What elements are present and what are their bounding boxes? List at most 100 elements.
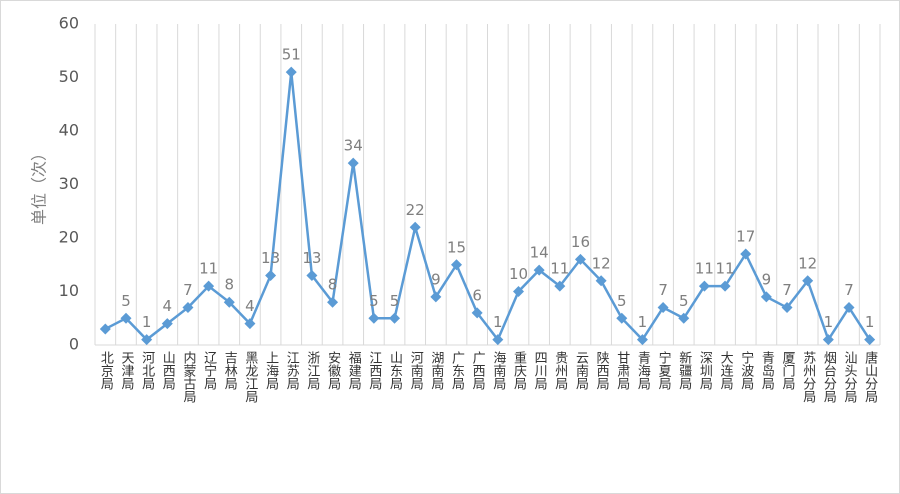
marker <box>740 248 752 260</box>
data-label: 5 <box>679 292 689 310</box>
y-tick-label: 40 <box>59 121 79 140</box>
data-label: 1 <box>142 313 152 331</box>
data-label: 22 <box>406 201 425 219</box>
x-tick-label: 新疆局 <box>676 350 692 390</box>
data-label: 4 <box>163 297 173 315</box>
marker <box>760 291 772 303</box>
data-label: 8 <box>225 276 235 294</box>
x-tick-label: 吉林局 <box>222 351 238 390</box>
data-label: 1 <box>865 313 875 331</box>
x-tick-label: 四川局 <box>532 351 548 390</box>
data-label: 5 <box>390 292 400 310</box>
data-label: 7 <box>782 281 792 299</box>
marker <box>616 312 628 324</box>
data-label: 12 <box>592 254 611 272</box>
data-label: 15 <box>447 238 466 256</box>
marker <box>864 334 876 346</box>
marker <box>141 334 153 346</box>
x-tick-label: 湖南局 <box>428 351 444 390</box>
data-label: 51 <box>282 46 301 64</box>
x-tick-label: 安徽局 <box>325 351 341 390</box>
x-tick-label: 江苏局 <box>284 351 300 390</box>
marker <box>533 264 545 276</box>
y-tick-label: 20 <box>59 228 79 247</box>
x-tick-label: 青海局 <box>635 351 651 390</box>
data-label: 5 <box>617 292 627 310</box>
data-label: 1 <box>638 313 648 331</box>
marker <box>306 269 318 281</box>
x-tick-label: 广西局 <box>470 351 486 390</box>
y-tick-label: 0 <box>69 335 79 354</box>
marker <box>285 66 297 78</box>
x-tick-label: 天津局 <box>118 351 134 390</box>
data-label: 1 <box>824 313 834 331</box>
x-tick-label: 重庆局 <box>511 350 527 390</box>
y-axis-label: 单位（次） <box>30 145 49 225</box>
x-tick-label: 青岛局 <box>759 351 775 390</box>
marker <box>223 296 235 308</box>
x-tick-label: 厦门局 <box>780 351 796 390</box>
marker <box>430 291 442 303</box>
x-tick-label: 海南局 <box>490 351 506 390</box>
y-tick-label: 30 <box>59 174 79 193</box>
x-tick-label: 广东局 <box>449 351 465 390</box>
y-tick-label: 60 <box>59 14 79 33</box>
marker <box>327 296 339 308</box>
marker <box>512 286 524 297</box>
data-label: 34 <box>344 137 363 155</box>
marker <box>389 312 401 324</box>
data-label: 8 <box>328 276 338 294</box>
data-label: 13 <box>261 249 280 267</box>
marker <box>678 312 690 324</box>
x-tick-label: 上海局 <box>263 351 279 390</box>
data-label: 9 <box>431 270 441 288</box>
x-tick-label: 大连局 <box>718 351 734 390</box>
data-label: 11 <box>550 260 569 278</box>
data-label: 5 <box>369 292 379 310</box>
x-tick-label: 汕头分局 <box>842 351 858 403</box>
data-label: 6 <box>472 286 482 304</box>
data-label: 7 <box>844 281 854 299</box>
data-label: 16 <box>571 233 590 251</box>
data-label: 11 <box>695 260 714 278</box>
marker <box>781 302 793 314</box>
x-tick-label: 内蒙古局 <box>180 350 196 403</box>
data-label: 11 <box>716 260 735 278</box>
x-tick-label: 烟台分局 <box>821 351 837 403</box>
marker <box>471 307 483 319</box>
x-tick-label: 苏州分局 <box>800 350 816 403</box>
marker <box>657 302 669 314</box>
marker <box>595 275 607 287</box>
x-tick-label: 深圳局 <box>697 351 713 390</box>
data-label: 11 <box>199 260 218 278</box>
data-label: 4 <box>245 297 255 315</box>
y-tick-label: 10 <box>59 281 79 300</box>
marker <box>161 318 173 330</box>
marker <box>574 253 586 265</box>
marker <box>203 280 215 292</box>
x-tick-label: 北京局 <box>98 351 114 390</box>
marker <box>719 280 731 292</box>
marker <box>698 280 710 292</box>
data-label: 12 <box>798 254 817 272</box>
marker <box>492 334 504 346</box>
marker <box>368 312 380 324</box>
marker <box>244 318 256 330</box>
x-tick-label: 贵州局 <box>552 351 568 390</box>
data-label: 5 <box>121 292 131 310</box>
data-label: 7 <box>183 281 193 299</box>
marker <box>182 302 194 314</box>
marker <box>636 334 648 346</box>
data-label: 1 <box>493 313 503 331</box>
x-tick-label: 宁夏局 <box>656 350 672 390</box>
marker <box>347 157 359 169</box>
x-tick-label: 甘肃局 <box>614 351 630 390</box>
x-tick-label: 山东局 <box>387 351 403 390</box>
x-tick-label: 辽宁局 <box>201 351 217 390</box>
x-tick-label: 山西局 <box>160 351 176 390</box>
marker <box>265 269 277 281</box>
marker <box>120 312 132 324</box>
x-tick-label: 宁波局 <box>738 350 754 390</box>
